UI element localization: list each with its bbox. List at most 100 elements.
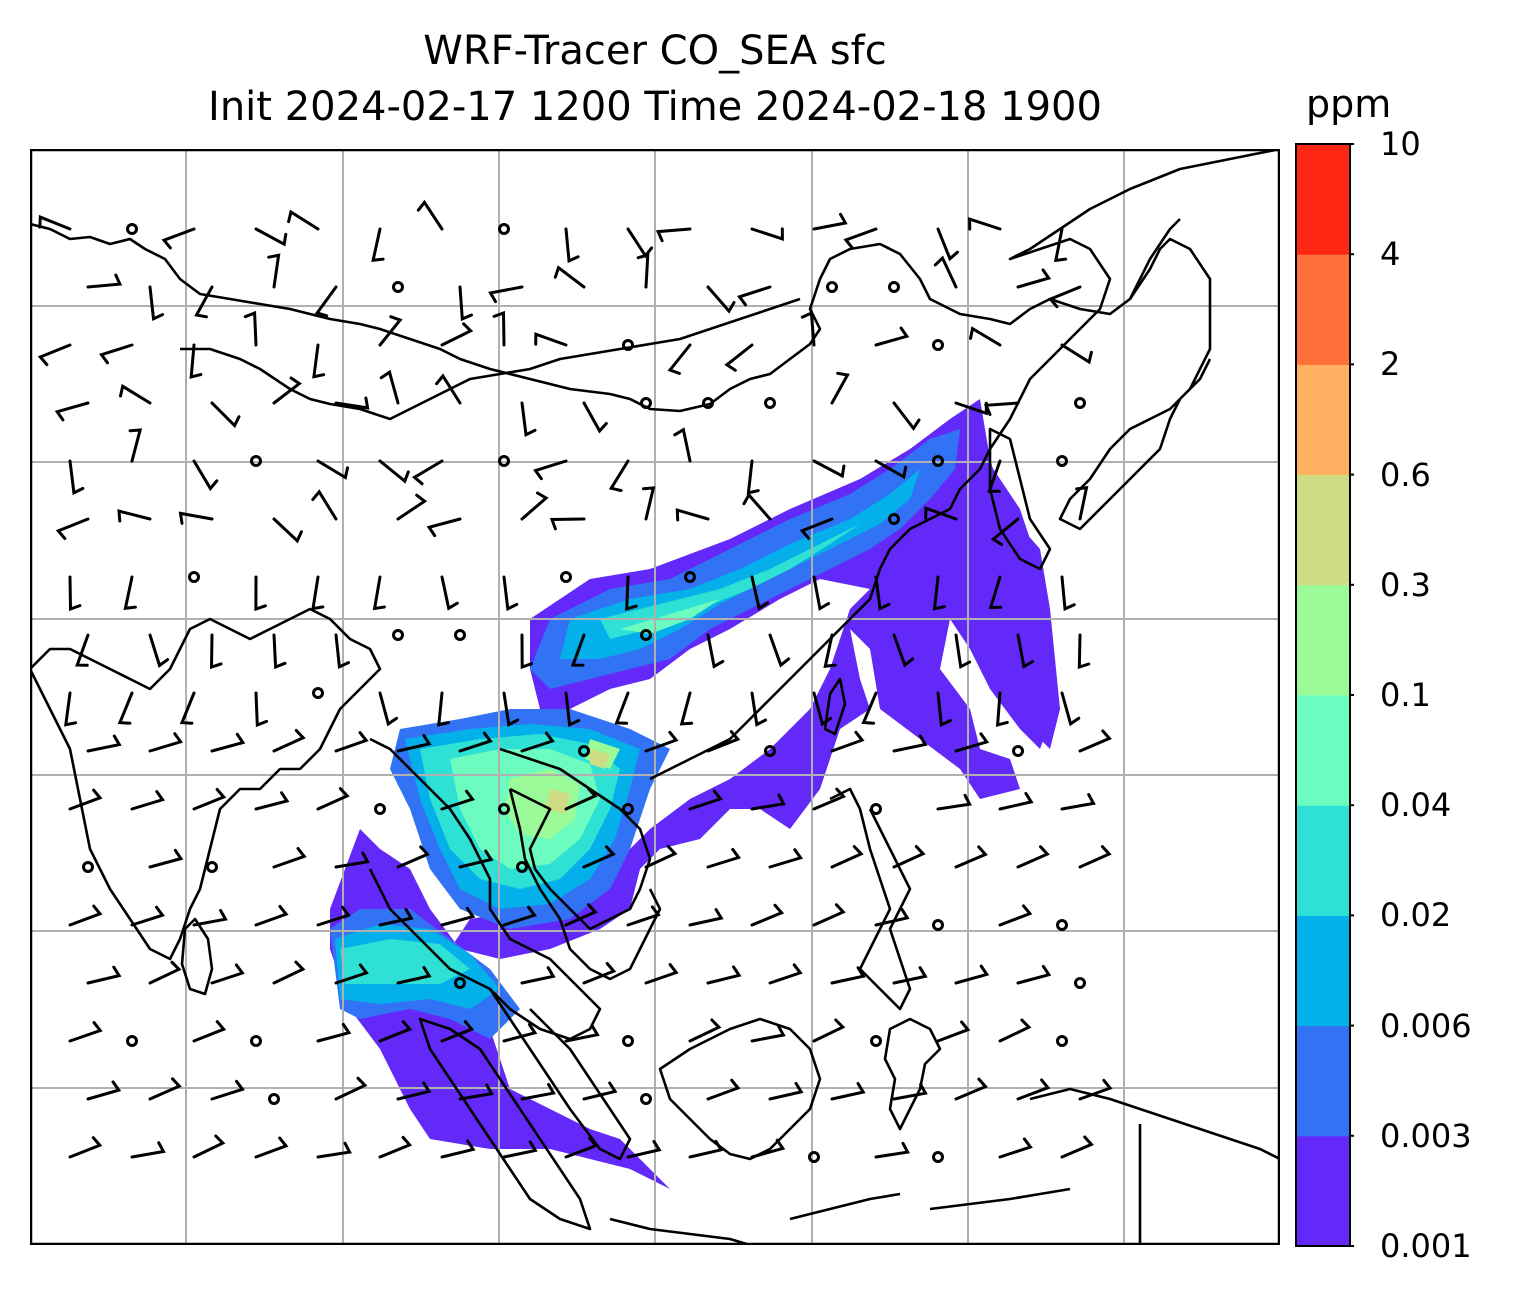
wind-barb (812, 575, 831, 611)
wind-barb (192, 909, 228, 927)
wind-barb (316, 787, 350, 811)
wind-barb (379, 369, 400, 405)
wind-barb (679, 691, 694, 726)
wind-barb (655, 227, 692, 243)
wind-barb (564, 1024, 600, 1043)
colorbar-unit-label: ppm (1306, 82, 1392, 126)
wind-barb (178, 511, 214, 525)
calm-wind-marker (702, 397, 714, 409)
wind-barb (892, 401, 921, 431)
wind-barb (458, 1083, 494, 1101)
wind-barb (768, 1081, 804, 1101)
wind-barb (874, 326, 910, 347)
calm-wind-marker (622, 1035, 634, 1047)
calm-wind-circles (82, 223, 1086, 1163)
wind-barb (998, 1137, 1033, 1159)
wind-barb (68, 904, 103, 927)
wind-barb (830, 966, 866, 985)
calm-wind-marker (560, 571, 572, 583)
wind-barb (812, 459, 846, 479)
wind-barb (564, 691, 581, 728)
wind-barb (1060, 793, 1096, 811)
wind-barb (119, 383, 152, 405)
wind-barb (492, 310, 506, 347)
wind-barb (192, 1020, 227, 1043)
colorbar-tick-label: 0.6 (1380, 455, 1431, 494)
wind-barb (706, 285, 736, 314)
wind-barb (378, 908, 414, 927)
wind-barb (874, 575, 891, 611)
wind-barb (254, 575, 267, 612)
wind-barb (440, 322, 474, 347)
wind-barb (458, 849, 494, 869)
wind-barb (435, 373, 462, 405)
calm-wind-marker (764, 397, 776, 409)
wind-barb (706, 965, 742, 985)
wind-barb (688, 789, 723, 811)
wind-barb (68, 575, 82, 612)
wind-barb (724, 343, 754, 372)
tracer-band-lightgreen (505, 739, 620, 839)
wind-barb (750, 793, 786, 811)
wind-barb (148, 1077, 182, 1101)
wind-barb (644, 844, 678, 869)
wind-barb (68, 788, 103, 811)
wind-barb (936, 1020, 971, 1043)
wind-barb (334, 731, 369, 753)
calm-wind-marker (1056, 455, 1068, 467)
wind-barb (520, 966, 556, 985)
wind-barb (812, 212, 848, 231)
colorbar-band (1296, 695, 1350, 806)
wind-barb (179, 691, 196, 725)
wind-barb (812, 1018, 846, 1043)
wind-barb (334, 633, 350, 670)
wind-barb (936, 227, 959, 262)
wind-barb (892, 845, 926, 869)
wind-barb (396, 733, 432, 753)
wind-barb (148, 848, 184, 869)
wind-barb (68, 1021, 103, 1043)
wind-barb (378, 315, 403, 347)
wind-barb (968, 217, 1002, 231)
wind-barb (520, 633, 534, 670)
wind-barb (861, 691, 878, 725)
calm-wind-marker (268, 1093, 280, 1105)
calm-wind-marker (932, 339, 944, 351)
map-gridlines (30, 149, 1280, 1245)
wind-barb (287, 209, 320, 231)
wind-barb (334, 851, 370, 869)
wind-barb (458, 285, 473, 322)
wind-barb (800, 310, 816, 347)
wind-barb (549, 517, 586, 531)
wind-barb (667, 343, 692, 375)
wind-barb (54, 401, 90, 422)
calm-wind-marker (126, 1035, 138, 1047)
map-title: WRF-Tracer CO_SEA sfc (423, 28, 887, 74)
wind-barb (936, 691, 952, 728)
wind-barb (608, 459, 630, 492)
wind-barb (564, 787, 598, 811)
wind-barb (830, 371, 850, 405)
wind-barb (644, 963, 679, 985)
wind-barb (55, 517, 90, 540)
calm-wind-marker (516, 861, 528, 873)
wind-barb (316, 905, 351, 927)
calm-wind-marker (684, 571, 696, 583)
wind-barb (440, 1020, 475, 1043)
wind-barb (1047, 285, 1082, 309)
wind-barb (969, 326, 1002, 347)
calm-wind-marker (498, 223, 510, 235)
wind-barb (737, 285, 772, 307)
colorbar-band (1296, 474, 1350, 586)
map-frame (30, 149, 1280, 1245)
wind-barb (520, 491, 549, 521)
wind-barb (371, 227, 385, 263)
wind-barb (148, 732, 184, 753)
colorbar-tick-label: 0.1 (1380, 676, 1431, 714)
wind-barbs (37, 199, 1113, 1159)
wind-barb (768, 963, 803, 985)
wind-barb (564, 227, 580, 264)
wind-barb (130, 905, 165, 927)
wind-barb (706, 1078, 741, 1101)
wind-barb (987, 459, 1002, 493)
